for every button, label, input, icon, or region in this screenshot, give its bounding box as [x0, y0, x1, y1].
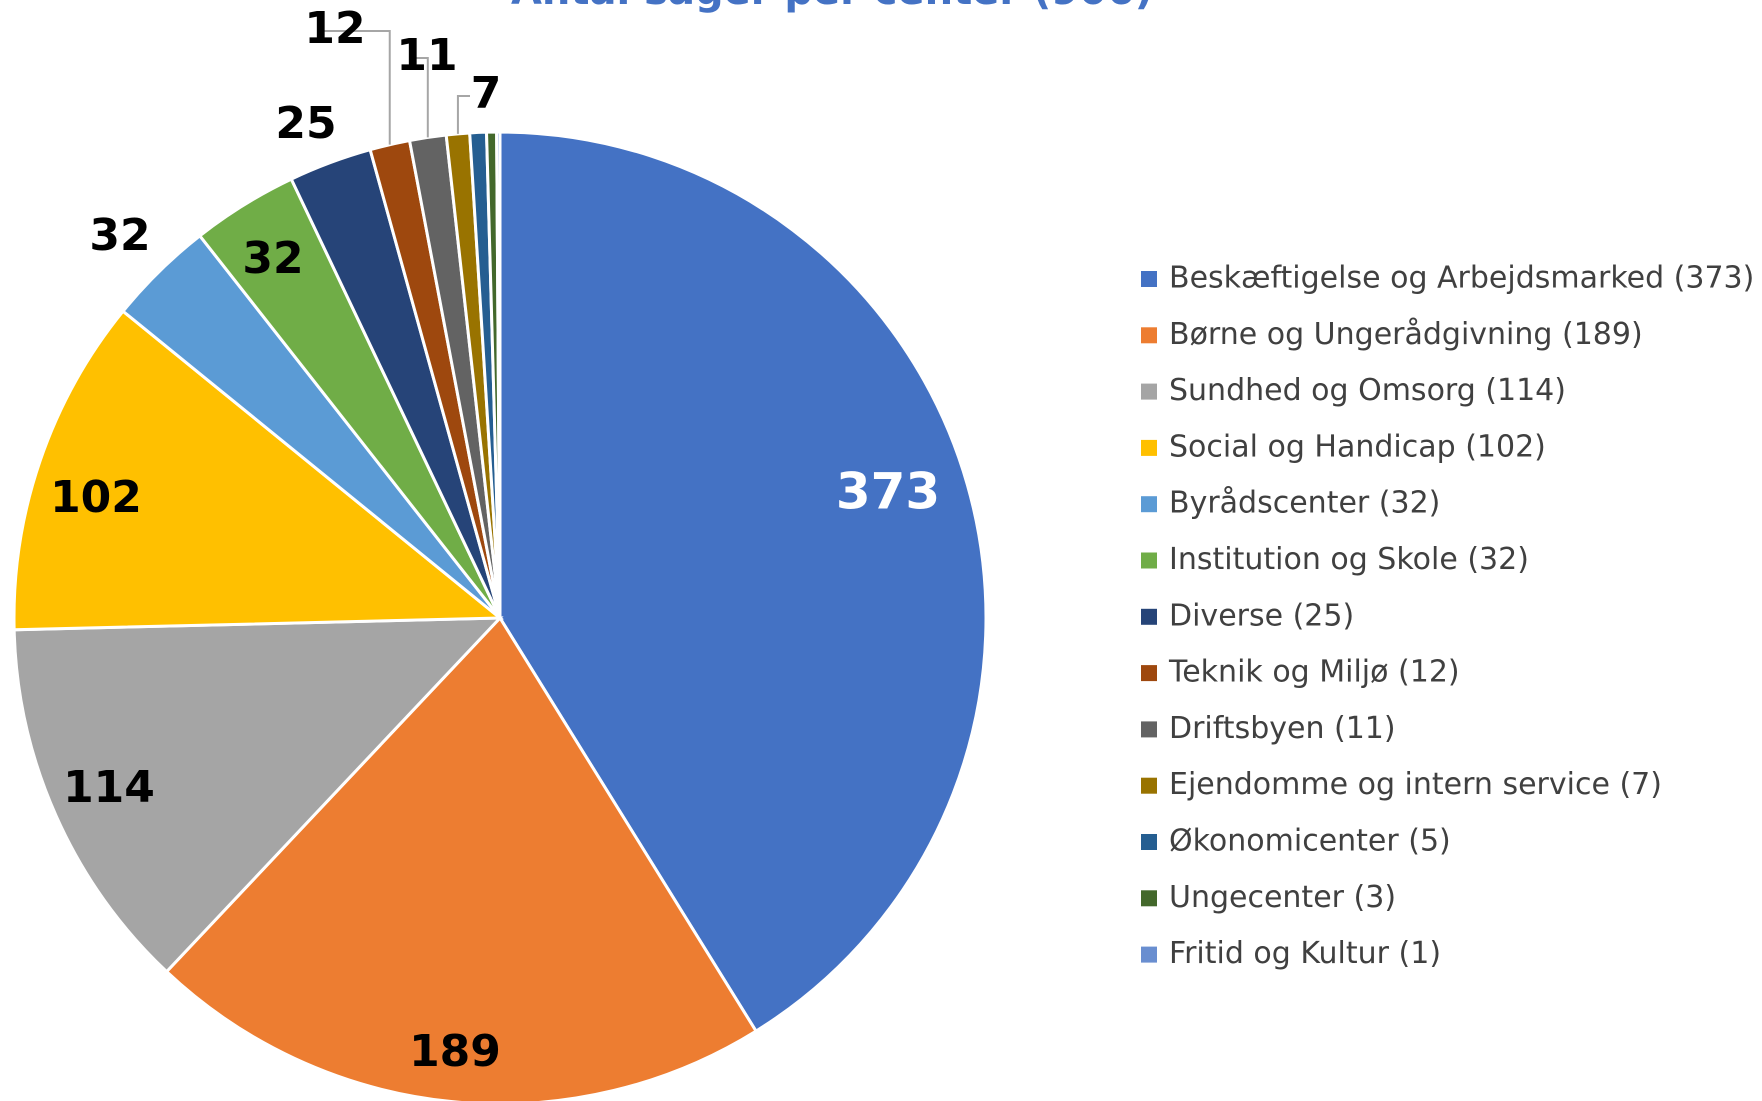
data-label: 32: [89, 210, 150, 261]
legend-swatch: [1141, 271, 1157, 287]
legend-swatch: [1141, 721, 1157, 738]
legend-swatch: [1141, 608, 1157, 625]
legend-label: Teknik og Miljø (12): [1168, 655, 1460, 690]
legend-label: Børne og Ungerådgivning (189): [1169, 317, 1643, 352]
legend-swatch: [1141, 327, 1157, 344]
legend-swatch: [1141, 834, 1157, 850]
legend-swatch: [1141, 777, 1157, 794]
legend-label: Diverse (25): [1169, 598, 1354, 633]
legend-swatch: [1141, 665, 1157, 682]
legend-label: Beskæftigelse og Arbejdsmarked (373): [1169, 261, 1754, 296]
legend-swatch: [1141, 383, 1157, 400]
legend-swatch: [1141, 496, 1157, 513]
data-label: 114: [63, 762, 155, 813]
legend-label: Byrådscenter (32): [1169, 486, 1440, 521]
legend-label: Social og Handicap (102): [1169, 429, 1546, 464]
leader-line: [456, 95, 470, 134]
pie-slice: [495, 130, 502, 619]
legend-label: Institution og Skole (32): [1169, 542, 1529, 577]
legend-label: Fritid og Kultur (1): [1169, 936, 1441, 971]
data-label: 25: [275, 98, 336, 149]
pie-slice: [164, 615, 759, 1101]
data-label: 189: [409, 1026, 501, 1077]
legend-label: Sundhed og Omsorg (114): [1169, 373, 1566, 408]
leader-line: [411, 57, 429, 138]
legend-swatch: [1141, 890, 1157, 907]
data-label: 7: [471, 68, 502, 119]
data-label: 32: [242, 233, 303, 284]
legend-swatch: [1141, 552, 1157, 569]
legend-label: Driftsbyen (11): [1169, 711, 1396, 746]
legend-label: Ungecenter (3): [1169, 880, 1396, 915]
legend-label: Ejendomme og intern service (7): [1169, 767, 1662, 802]
chart-title: Antal sager per center (906): [511, 0, 1153, 14]
legend-label: Økonomicenter (5): [1169, 824, 1451, 859]
data-label: 102: [50, 472, 142, 523]
data-label: 373: [836, 463, 940, 521]
legend-swatch: [1141, 946, 1157, 963]
pie-slice: [12, 309, 505, 632]
legend-swatch: [1141, 439, 1157, 456]
leader-line: [319, 30, 391, 145]
data-label: 11: [396, 30, 457, 81]
pie-slice: [12, 616, 504, 974]
data-label: 12: [304, 3, 365, 54]
pie-slice: [498, 130, 988, 1034]
